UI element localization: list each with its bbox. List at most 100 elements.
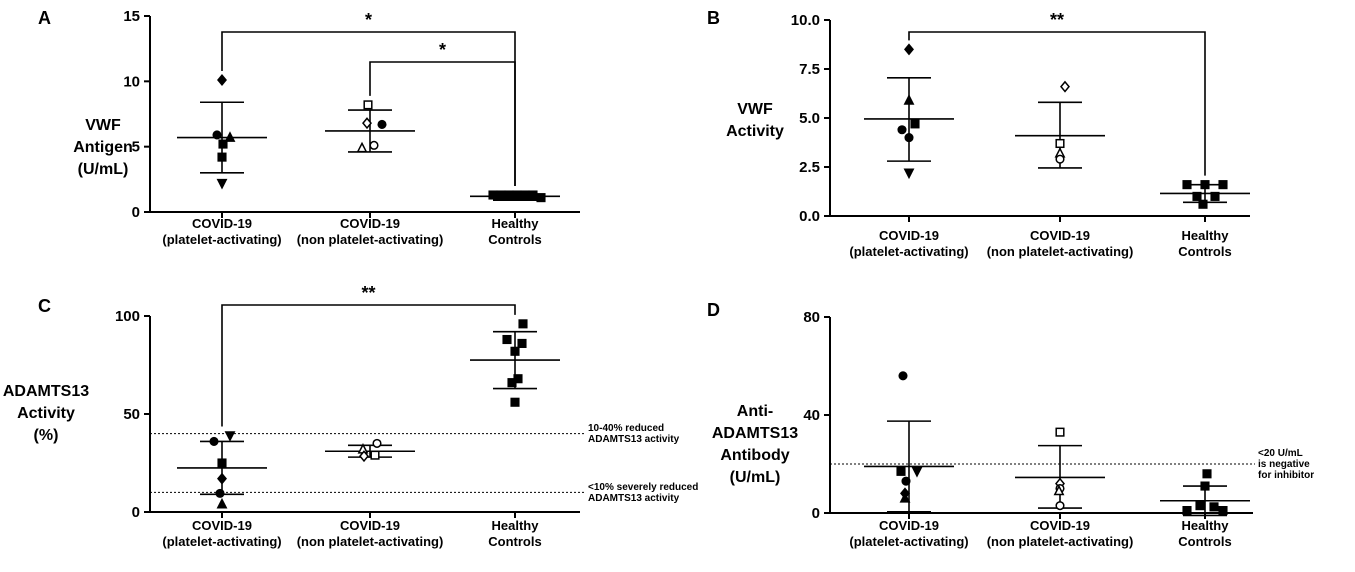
panel-letter: B <box>707 8 720 28</box>
data-point-circle <box>1055 501 1065 511</box>
y-tick-label: 10 <box>123 73 140 90</box>
series-group <box>325 438 415 463</box>
data-point-square <box>1209 502 1219 512</box>
y-tick-label: 15 <box>123 8 140 25</box>
x-tick-label: (non platelet-activating) <box>297 534 444 549</box>
data-point-square <box>1195 501 1205 511</box>
y-axis-label: (%) <box>34 427 59 444</box>
data-point-circle <box>901 476 911 486</box>
x-tick-label: COVID-19 <box>192 216 252 231</box>
y-tick-label: 50 <box>123 406 140 423</box>
data-point-diamond <box>217 74 227 86</box>
data-point-triangle <box>216 497 228 509</box>
x-tick-label: (platelet-activating) <box>849 534 968 549</box>
data-point-square <box>507 378 517 388</box>
data-point-triangle <box>224 131 236 142</box>
data-point-square <box>502 334 512 345</box>
y-axis-label: (U/mL) <box>78 161 129 178</box>
reference-line-label: ADAMTS13 activity <box>588 493 680 504</box>
series-group <box>1015 80 1105 169</box>
series-group <box>1160 469 1250 517</box>
significance-label: ** <box>361 283 375 303</box>
series-group <box>177 74 267 190</box>
data-point-diamond <box>1060 80 1070 93</box>
reference-line-label: <20 U/mL <box>1258 448 1303 459</box>
y-axis-label: (U/mL) <box>730 469 781 486</box>
significance-label: * <box>439 40 446 60</box>
y-axis-label: VWF <box>85 117 121 134</box>
x-tick-label: COVID-19 <box>192 518 252 533</box>
x-tick-label: (non platelet-activating) <box>987 244 1134 259</box>
y-axis-label: Anti- <box>737 403 773 420</box>
reference-line-label: for inhibitor <box>1258 470 1314 481</box>
x-tick-label: COVID-19 <box>340 216 400 231</box>
x-tick-label: COVID-19 <box>879 518 939 533</box>
panel-letter: D <box>707 300 720 320</box>
x-tick-label: (platelet-activating) <box>849 244 968 259</box>
data-point-square <box>1200 180 1210 190</box>
data-point-square <box>1055 427 1065 437</box>
data-point-square <box>896 466 906 476</box>
x-tick-label: (non platelet-activating) <box>297 232 444 247</box>
data-point-triangle-down <box>911 467 923 478</box>
x-tick-label: Healthy <box>1182 228 1230 243</box>
data-point-circle <box>1055 154 1065 164</box>
data-point-square <box>1198 199 1208 209</box>
data-point-square <box>1210 191 1220 201</box>
reference-line-label: 10-40% reduced <box>588 423 664 434</box>
data-point-square <box>910 119 920 129</box>
y-tick-label: 5.0 <box>799 110 820 127</box>
data-point-square <box>504 190 514 200</box>
data-point-circle <box>209 436 219 446</box>
x-tick-label: COVID-19 <box>340 518 400 533</box>
panel-d: D Anti- ADAMTS13 Antibody (U/mL) 0 40 80 COVID-1… <box>707 300 1314 549</box>
reference-line-label: ADAMTS13 activity <box>588 434 680 445</box>
significance-bracket <box>908 31 1206 176</box>
series-group <box>864 43 954 180</box>
data-point-diamond <box>359 450 369 463</box>
data-point-square <box>1182 180 1192 190</box>
series-group <box>470 190 560 203</box>
y-tick-label: 100 <box>115 308 140 325</box>
data-point-square <box>488 190 498 200</box>
data-point-square <box>518 319 528 329</box>
data-point-triangle <box>356 141 368 153</box>
data-point-circle <box>898 371 908 381</box>
x-tick-label: (platelet-activating) <box>162 534 281 549</box>
data-point-square <box>510 397 520 407</box>
data-point-square <box>496 190 506 200</box>
x-tick-label: Controls <box>1178 244 1231 259</box>
data-point-circle <box>904 133 914 143</box>
data-point-diamond <box>904 43 914 56</box>
reference-line-label: <10% severely reduced <box>588 482 698 493</box>
significance-bracket <box>369 61 516 187</box>
reference-line-label: is negative <box>1258 459 1310 470</box>
data-point-triangle <box>1053 484 1065 496</box>
data-point-square <box>536 193 546 203</box>
data-point-triangle-down <box>903 168 915 180</box>
x-tick-label: COVID-19 <box>879 228 939 243</box>
y-tick-label: 40 <box>803 407 820 424</box>
y-axis-label: VWF <box>737 101 773 118</box>
y-tick-label: 0 <box>812 505 820 522</box>
significance-label: * <box>365 10 372 30</box>
x-tick-label: Controls <box>488 534 541 549</box>
data-point-square <box>1200 481 1210 491</box>
data-point-diamond <box>217 472 227 485</box>
x-tick-label: (platelet-activating) <box>162 232 281 247</box>
data-point-square <box>512 190 522 200</box>
data-point-circle <box>372 438 382 448</box>
y-axis-label: ADAMTS13 <box>712 425 798 442</box>
x-tick-label: (non platelet-activating) <box>987 534 1134 549</box>
significance-bracket <box>221 304 516 427</box>
panel-letter: A <box>38 8 51 28</box>
x-tick-label: COVID-19 <box>1030 518 1090 533</box>
data-point-square <box>517 338 527 348</box>
y-tick-label: 10.0 <box>791 12 820 29</box>
data-point-square <box>217 152 227 162</box>
data-point-square <box>1218 180 1228 190</box>
y-axis-label: Activity <box>726 123 784 140</box>
series-group <box>325 100 415 153</box>
data-point-circle <box>377 119 387 130</box>
